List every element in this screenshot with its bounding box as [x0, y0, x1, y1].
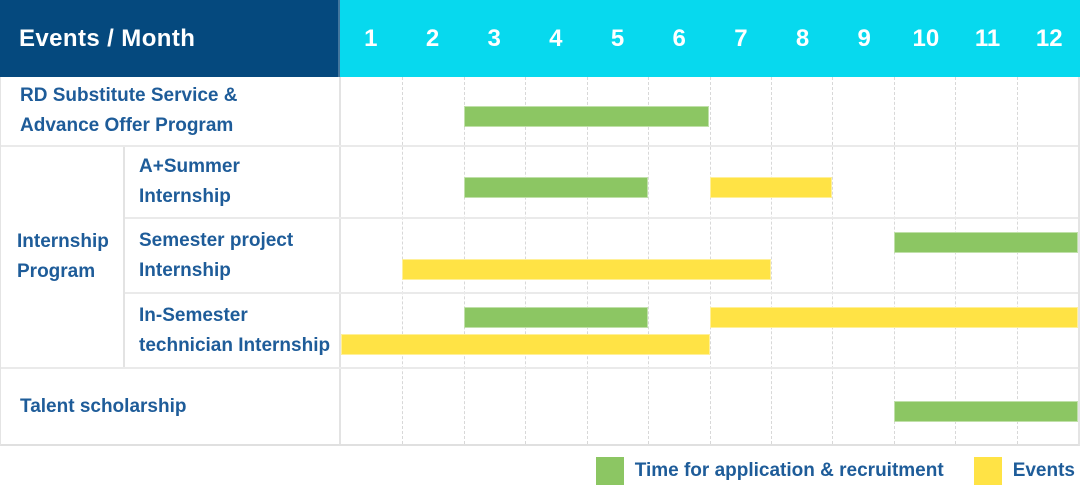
- table-rowgroup-internship-program: Internship Program A+Summer Internship S…: [1, 147, 1078, 369]
- month-header-cell: 7: [734, 24, 748, 52]
- gantt-bar-yellow: [402, 259, 771, 280]
- table-row-in-semester-technician: In-Semester technician Internship: [125, 294, 1078, 367]
- table-row-rd-substitute: RD Substitute Service & Advance Offer Pr…: [1, 77, 1078, 147]
- row-label-semester-project: Semester project Internship: [125, 219, 341, 292]
- row-chart-area-in-semester-technician: [341, 294, 1078, 367]
- gantt-bar-green: [463, 177, 649, 198]
- row-chart-area-talent-scholarship: [341, 369, 1078, 444]
- legend-label-events: Events: [1012, 460, 1075, 481]
- row-label-in-semester-technician: In-Semester technician Internship: [125, 294, 341, 367]
- row-label-talent-scholarship: Talent scholarship: [1, 369, 341, 444]
- table-row-a-plus-summer: A+Summer Internship: [125, 147, 1078, 219]
- month-header-cell: 5: [610, 24, 625, 52]
- month-header-cell: 1: [364, 24, 378, 52]
- legend-swatch-events: [973, 457, 1002, 485]
- gantt-bar-green: [463, 106, 710, 127]
- gantt-bar-yellow: [709, 307, 1078, 328]
- row-chart-area-a-plus-summer: [341, 147, 1078, 217]
- row-label-rd-substitute: RD Substitute Service & Advance Offer Pr…: [1, 77, 341, 145]
- month-header-cell: 10: [912, 24, 940, 52]
- legend: Time for application & recruitment Event…: [0, 446, 1080, 494]
- row-chart-area-rd-substitute: [341, 77, 1078, 145]
- table-header-row: Events / Month 1 2 3 4 5 6 7 8 9 10 11 12: [0, 0, 1080, 77]
- month-header-cell: 11: [974, 24, 1001, 52]
- row-chart-area-semester-project: [341, 219, 1078, 292]
- table-row-semester-project: Semester project Internship: [125, 219, 1078, 294]
- month-header-cell: 9: [857, 24, 871, 52]
- gantt-bar-green: [463, 307, 649, 328]
- table-row-talent-scholarship: Talent scholarship: [1, 369, 1078, 444]
- month-header-cell: 2: [425, 24, 440, 52]
- legend-swatch-application-recruitment: [595, 457, 624, 485]
- month-header-cell: 8: [795, 24, 810, 52]
- month-header-cells: 1 2 3 4 5 6 7 8 9 10 11 12: [340, 0, 1080, 77]
- gantt-body: RD Substitute Service & Advance Offer Pr…: [0, 77, 1080, 446]
- gantt-bar-yellow: [709, 177, 833, 198]
- row-label-a-plus-summer: A+Summer Internship: [125, 147, 341, 217]
- month-header-cell: 12: [1035, 24, 1063, 52]
- gantt-bar-yellow: [341, 334, 710, 355]
- gantt-bar-green: [893, 401, 1078, 422]
- events-month-header-cell: Events / Month: [0, 0, 340, 77]
- internship-subrows: A+Summer Internship Semester project Int…: [125, 147, 1078, 367]
- gantt-bar-green: [893, 232, 1078, 253]
- month-header-cell: 4: [549, 24, 563, 52]
- legend-label-application-recruitment: Time for application & recruitment: [634, 460, 944, 481]
- month-header-cell: 6: [672, 24, 686, 52]
- month-header-cell: 3: [487, 24, 501, 52]
- group-label-internship-program: Internship Program: [1, 147, 125, 367]
